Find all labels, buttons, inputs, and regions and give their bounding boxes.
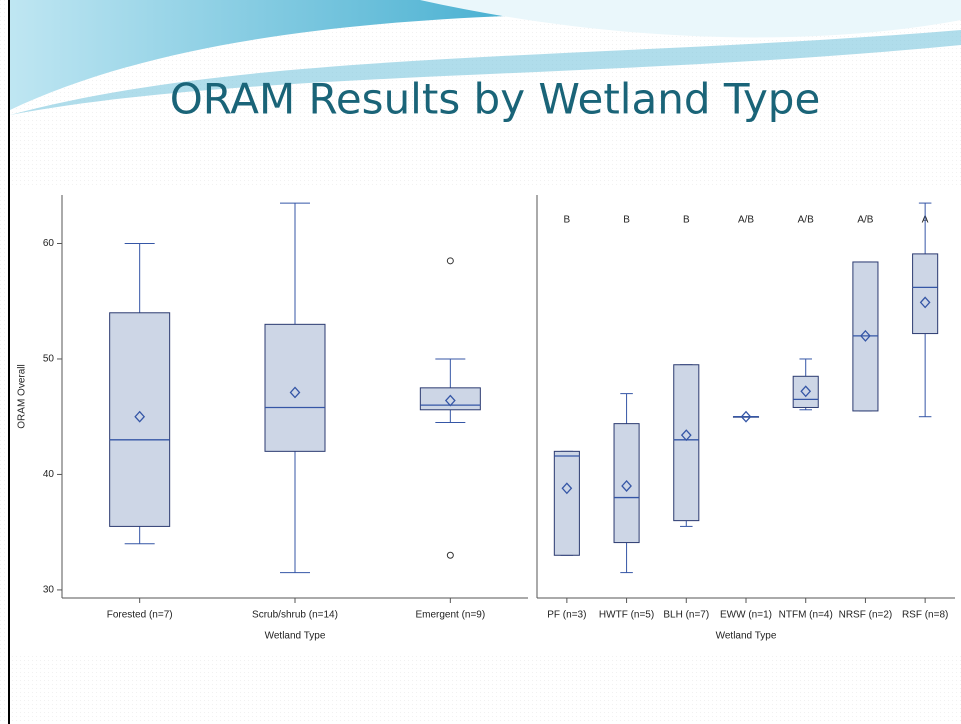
x-tick-label: BLH (n=7): [663, 610, 709, 621]
y-tick-label: 60: [43, 238, 55, 249]
mean-marker: [621, 480, 632, 492]
group-letter: B: [623, 215, 630, 226]
x-tick-label: PF (n=3): [547, 610, 586, 621]
x-axis-label: Wetland Type: [716, 631, 777, 642]
mean-marker: [919, 296, 931, 309]
x-tick-label: Scrub/shrub (n=14): [252, 610, 338, 621]
outlier: [446, 257, 454, 265]
x-tick-label: Forested (n=7): [107, 610, 173, 621]
box: [792, 375, 819, 408]
mean-marker: [561, 482, 573, 495]
group-letter: B: [683, 215, 690, 226]
group-letter: A/B: [798, 215, 814, 226]
outlier: [446, 551, 454, 559]
y-axis-label: ORAM Overall: [17, 364, 28, 428]
mean-marker: [444, 394, 456, 407]
group-letter: A/B: [857, 215, 873, 226]
x-tick-label: EWW (n=1): [720, 610, 772, 621]
box: [553, 450, 580, 556]
mean-marker: [134, 410, 146, 423]
box: [419, 387, 481, 411]
group-letter: B: [564, 215, 571, 226]
wave: [10, 30, 961, 115]
box: [673, 364, 700, 522]
mean-marker: [860, 329, 871, 342]
y-tick-label: 30: [43, 585, 55, 596]
wave: [420, 0, 961, 38]
group-letter: A/B: [738, 215, 754, 226]
mean-marker: [740, 410, 752, 423]
x-tick-label: RSF (n=8): [902, 610, 948, 621]
slide-title: ORAM Results by Wetland Type: [170, 75, 821, 124]
x-tick-label: HWTF (n=5): [599, 610, 654, 621]
x-tick-label: NRSF (n=2): [839, 610, 893, 621]
box: [613, 423, 640, 544]
box: [109, 312, 171, 527]
x-tick-label: Emergent (n=9): [415, 610, 485, 621]
y-tick-label: 40: [43, 469, 55, 480]
wave: [10, 0, 961, 110]
mean-marker: [800, 385, 812, 398]
x-tick-label: NTFM (n=4): [779, 610, 833, 621]
x-axis-label: Wetland Type: [265, 631, 326, 642]
plots: 30 40 50 60 ORAM Overall Wetland Type Forested…: [17, 195, 955, 642]
y-tick-label: 50: [43, 354, 55, 365]
mean-marker: [289, 386, 301, 399]
box: [912, 253, 939, 335]
mean-marker: [680, 429, 692, 442]
